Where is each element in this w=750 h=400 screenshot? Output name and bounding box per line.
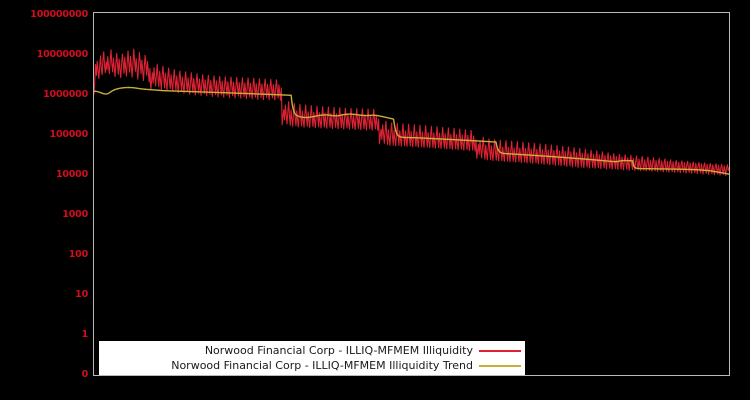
legend-swatch-illiquidity	[479, 349, 521, 352]
y-tick-label: 10000000	[36, 49, 88, 60]
y-tick-label: 0	[81, 369, 89, 380]
y-tick-label: 100000000	[30, 9, 88, 20]
y-tick-label: 10	[75, 289, 88, 300]
y-tick-label: 100000	[49, 129, 89, 140]
series-line-illiquidity	[94, 49, 729, 175]
plot-series-surface	[94, 13, 729, 375]
series-line-illiquidity-trend	[94, 88, 729, 175]
series-group	[94, 49, 729, 175]
plot-area-frame	[93, 12, 730, 376]
y-tick-label: 10000	[55, 169, 88, 180]
y-tick-label: 1000000	[43, 89, 88, 100]
legend-entry-illiquidity-trend: Norwood Financial Corp - ILLIQ-MFMEM Ill…	[171, 358, 521, 373]
y-axis-tick-labels: 100000000 10000000 1000000 100000 10000 1000 1…	[0, 0, 88, 400]
y-tick-label: 1000	[62, 209, 88, 220]
y-tick-label: 1	[81, 329, 89, 340]
legend-entry-illiquidity: Norwood Financial Corp - ILLIQ-MFMEM Ill…	[205, 343, 521, 358]
legend-label-illiquidity: Norwood Financial Corp - ILLIQ-MFMEM Ill…	[204, 344, 473, 357]
legend-swatch-illiquidity-trend	[479, 364, 521, 367]
y-tick-label: 100	[68, 249, 88, 260]
legend-label-illiquidity-trend: Norwood Financial Corp - ILLIQ-MFMEM Ill…	[171, 359, 473, 372]
chart-legend: Norwood Financial Corp - ILLIQ-MFMEM Ill…	[99, 341, 525, 375]
